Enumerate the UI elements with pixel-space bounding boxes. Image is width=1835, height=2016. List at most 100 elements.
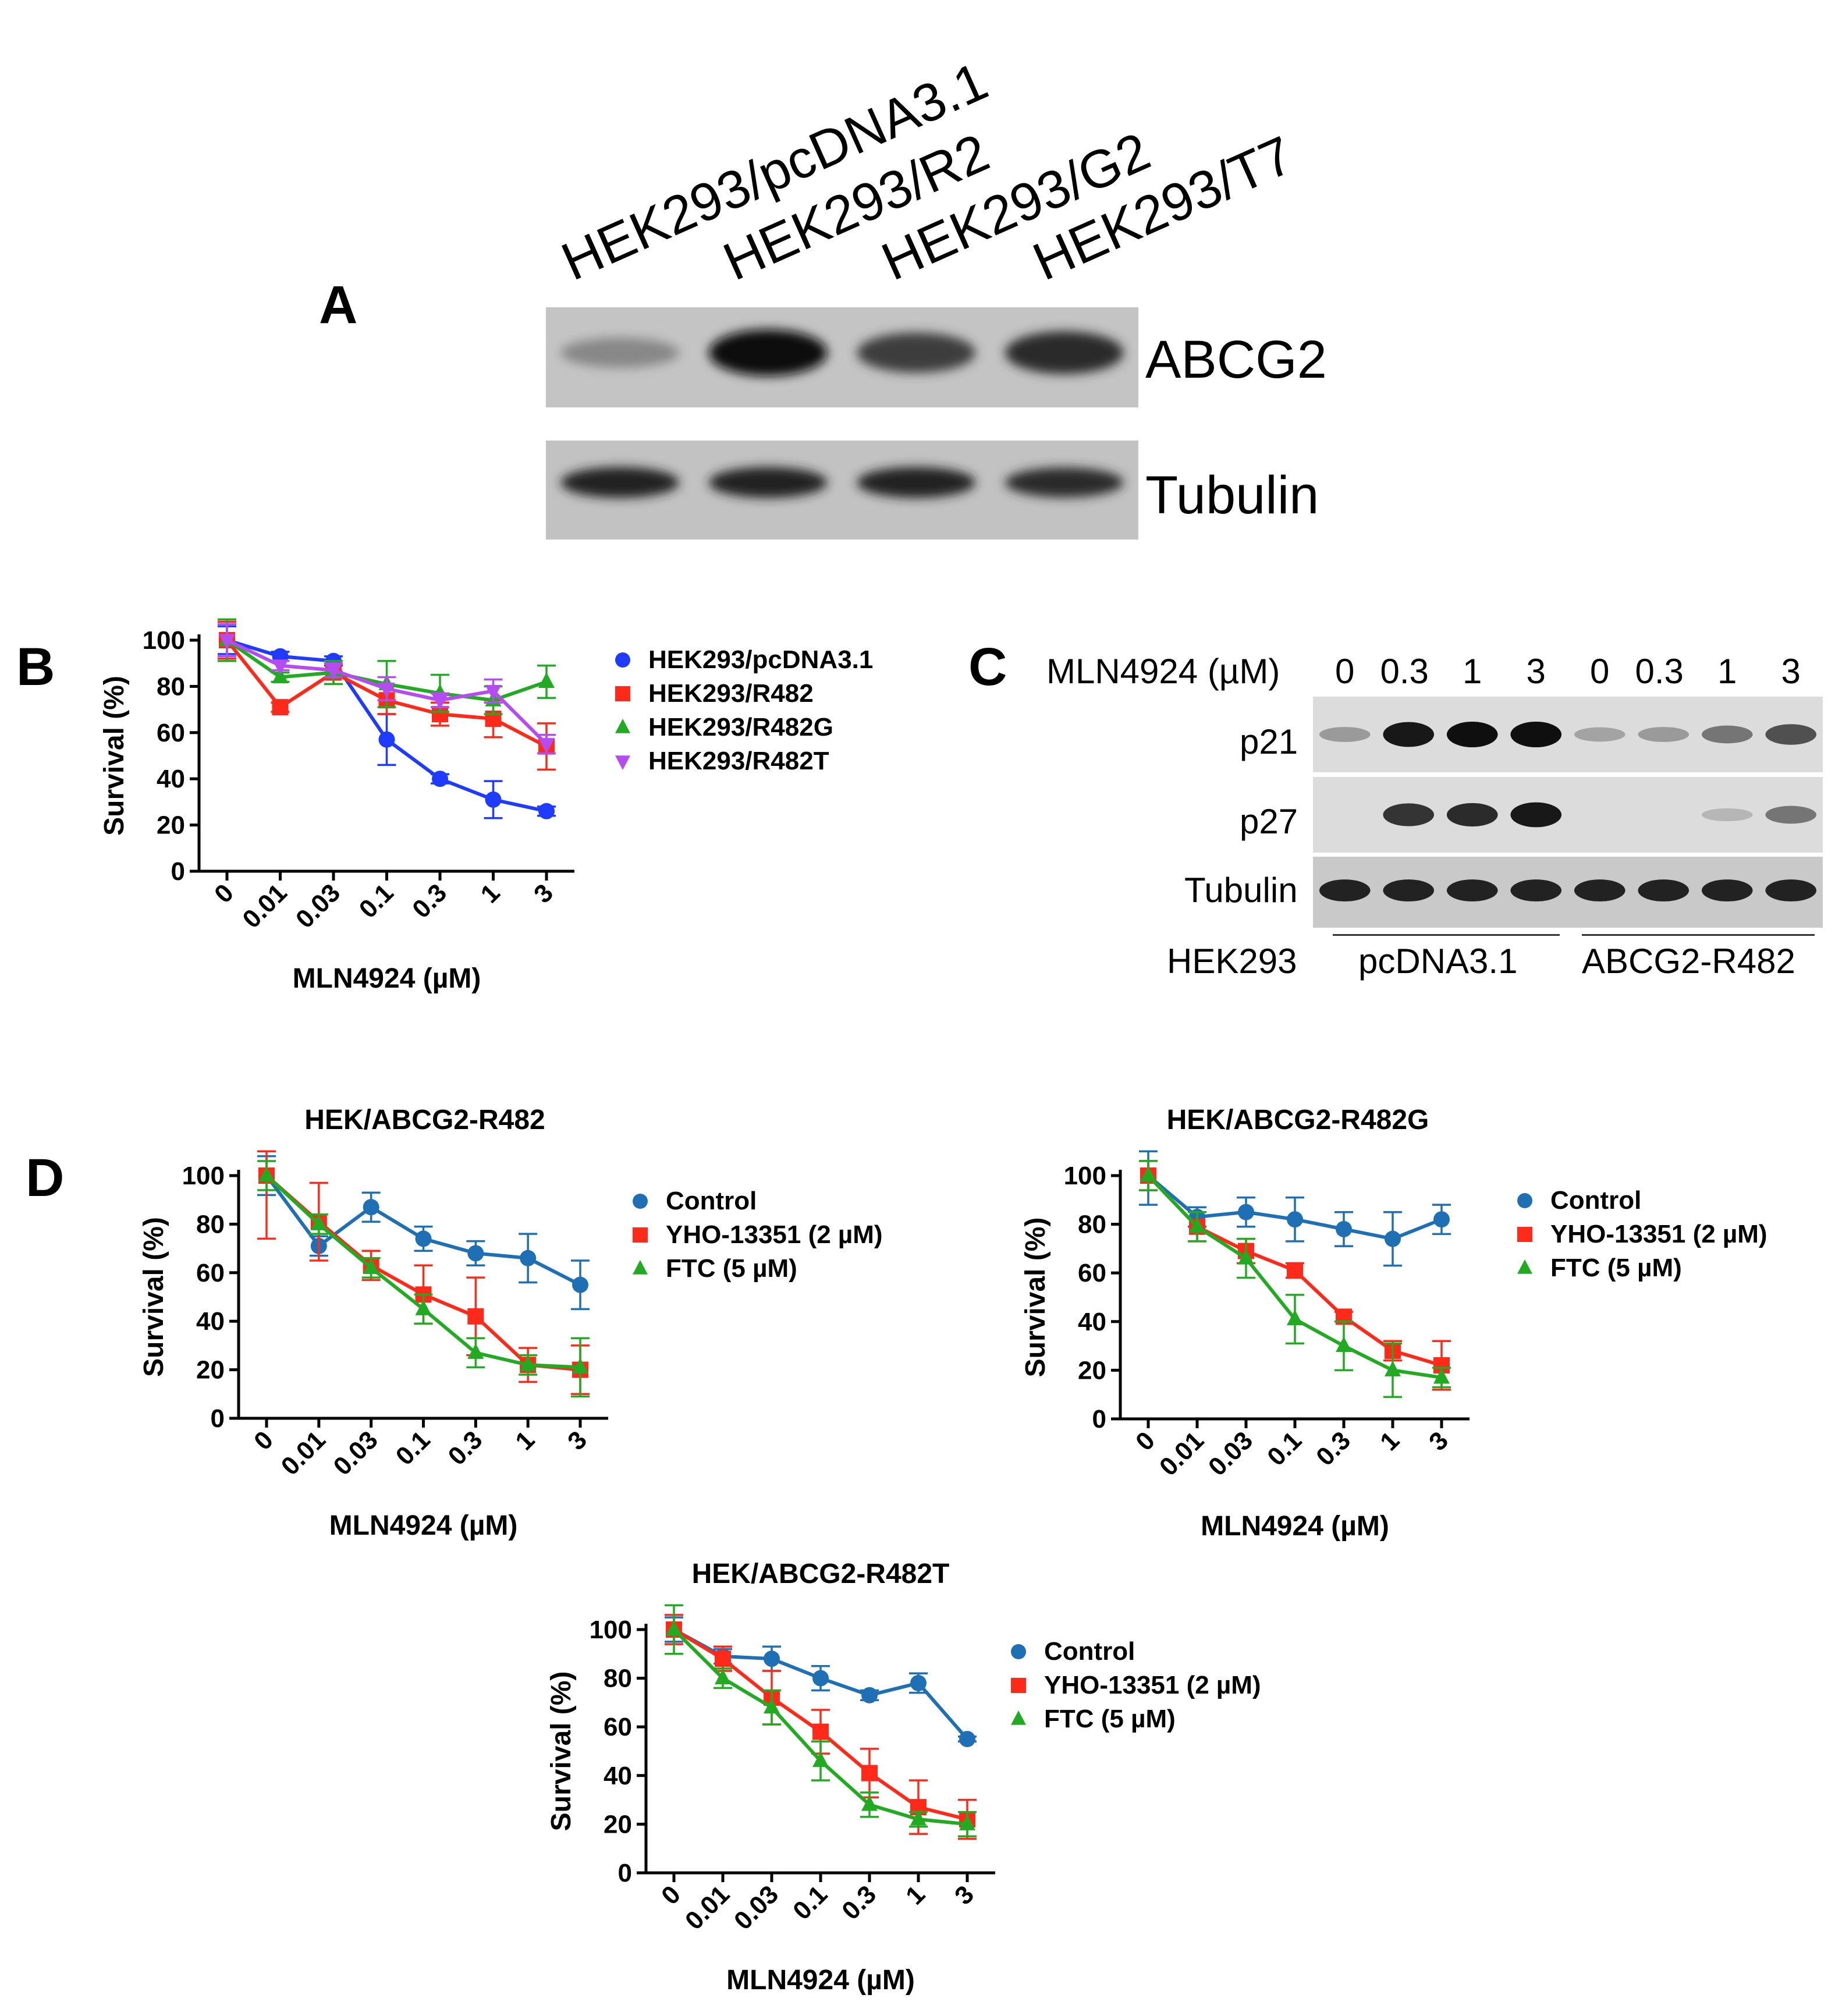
dose-label: 0.3 bbox=[1635, 652, 1684, 691]
y-tick-label: 60 bbox=[157, 719, 185, 747]
x-tick-label: 0.03 bbox=[1203, 1426, 1258, 1481]
dose-label: 1 bbox=[1463, 652, 1482, 691]
group-label-r482: ABCG2-R482 bbox=[1582, 942, 1795, 981]
x-tick-label: 0.1 bbox=[1262, 1426, 1307, 1471]
y-axis-label: Survival (%) bbox=[99, 676, 130, 836]
data-point bbox=[1189, 1217, 1205, 1233]
blot-band bbox=[1510, 879, 1562, 901]
data-point bbox=[1336, 1220, 1352, 1237]
y-tick-label: 80 bbox=[604, 1664, 632, 1693]
row-label-abcg2: ABCG2 bbox=[1145, 330, 1327, 389]
panel-label-a: A bbox=[319, 275, 358, 335]
data-point bbox=[432, 771, 448, 787]
panel-label-c: C bbox=[968, 637, 1007, 697]
data-point bbox=[415, 1300, 432, 1315]
blot-band bbox=[1005, 467, 1124, 498]
chart-title: HEK/ABCG2-R482 bbox=[304, 1105, 545, 1135]
x-tick-label: 0.3 bbox=[1311, 1426, 1356, 1471]
data-point bbox=[219, 634, 235, 650]
y-tick-label: 100 bbox=[590, 1616, 632, 1644]
x-tick-label: 0.01 bbox=[680, 1880, 735, 1935]
legend-entry: FTC (5 µM) bbox=[1044, 1705, 1176, 1733]
x-tick-label: 0.03 bbox=[729, 1880, 784, 1935]
dose-label: 3 bbox=[1781, 652, 1801, 691]
data-point bbox=[1011, 1678, 1026, 1693]
y-tick-label: 20 bbox=[604, 1810, 632, 1838]
blot-band bbox=[1701, 808, 1753, 822]
data-point bbox=[538, 738, 555, 754]
data-point bbox=[959, 1815, 975, 1830]
dose-label: 0 bbox=[1590, 652, 1610, 691]
data-point bbox=[572, 1276, 588, 1293]
blot-band bbox=[560, 467, 680, 498]
blot-band bbox=[1383, 879, 1435, 901]
data-point bbox=[633, 1227, 648, 1243]
x-tick-label: 1 bbox=[900, 1880, 931, 1910]
y-tick-label: 60 bbox=[604, 1713, 632, 1741]
data-point bbox=[812, 1670, 829, 1687]
data-point bbox=[615, 686, 630, 701]
dose-label: 3 bbox=[1526, 652, 1546, 691]
blot-band bbox=[1701, 879, 1753, 901]
blot-band bbox=[1383, 803, 1435, 826]
data-point bbox=[615, 755, 630, 770]
series bbox=[218, 623, 556, 755]
data-point bbox=[1140, 1166, 1156, 1182]
data-point bbox=[378, 731, 395, 748]
y-axis-label: Survival (%) bbox=[1020, 1218, 1051, 1378]
legend-entry: HEK293/pcDNA3.1 bbox=[648, 645, 873, 674]
legend-entry: Control bbox=[1044, 1637, 1135, 1666]
series bbox=[1139, 1160, 1451, 1399]
y-tick-label: 100 bbox=[182, 1162, 225, 1190]
legend-entry: HEK293/R482 bbox=[648, 679, 814, 708]
y-axis-label: Survival (%) bbox=[139, 1217, 169, 1377]
series bbox=[257, 1150, 590, 1396]
data-point bbox=[910, 1809, 927, 1826]
x-tick-label: 0.01 bbox=[1154, 1426, 1209, 1481]
dose-label: 0.3 bbox=[1380, 652, 1429, 691]
data-point bbox=[467, 1308, 484, 1325]
legend-entry: HEK293/R482G bbox=[648, 713, 833, 741]
legend-entry: YHO-13351 (2 µM) bbox=[1550, 1220, 1767, 1248]
data-point bbox=[538, 672, 555, 688]
group-line-pcdna bbox=[1333, 934, 1560, 936]
blot-band bbox=[1005, 331, 1124, 374]
blot-a-abcg2 bbox=[546, 307, 1138, 407]
blot-band bbox=[1319, 879, 1371, 901]
blot-band bbox=[1638, 879, 1690, 901]
series bbox=[1139, 1150, 1451, 1267]
data-point bbox=[378, 682, 395, 698]
data-point bbox=[1433, 1368, 1450, 1384]
y-tick-label: 40 bbox=[1078, 1308, 1106, 1336]
x-tick-label: 0 bbox=[1130, 1426, 1160, 1456]
y-tick-label: 80 bbox=[196, 1210, 225, 1238]
x-axis-label: MLN4924 (µM) bbox=[329, 1510, 518, 1541]
row-label-tubulin-a: Tubulin bbox=[1145, 466, 1319, 525]
data-point bbox=[272, 668, 289, 684]
blot-band bbox=[1446, 722, 1498, 747]
dose-label-c: MLN4924 (µM) bbox=[1046, 652, 1280, 691]
data-point bbox=[363, 1258, 379, 1274]
blot-band bbox=[857, 467, 976, 498]
x-tick-label: 3 bbox=[1424, 1426, 1454, 1456]
series bbox=[1139, 1160, 1451, 1391]
x-axis-label: MLN4924 (µM) bbox=[1201, 1511, 1389, 1542]
data-point bbox=[432, 694, 448, 710]
legend-entry: Control bbox=[666, 1187, 757, 1215]
data-point bbox=[1011, 1710, 1026, 1725]
legend-entry: YHO-13351 (2 µM) bbox=[1044, 1671, 1261, 1699]
blot-a-tubulin bbox=[546, 441, 1138, 540]
x-tick-label: 0.3 bbox=[443, 1425, 488, 1471]
blot-band bbox=[1510, 802, 1562, 828]
blot-band bbox=[1765, 805, 1817, 824]
dose-label: 0 bbox=[1335, 652, 1355, 691]
blot-band bbox=[1701, 725, 1753, 744]
cell-label-hek293: HEK293 bbox=[1167, 942, 1297, 981]
legend-entry: HEK293/R482T bbox=[648, 747, 829, 775]
data-point bbox=[715, 1669, 731, 1685]
blot-band bbox=[1446, 803, 1498, 827]
y-tick-label: 20 bbox=[196, 1356, 225, 1385]
x-tick-label: 0 bbox=[656, 1880, 686, 1910]
